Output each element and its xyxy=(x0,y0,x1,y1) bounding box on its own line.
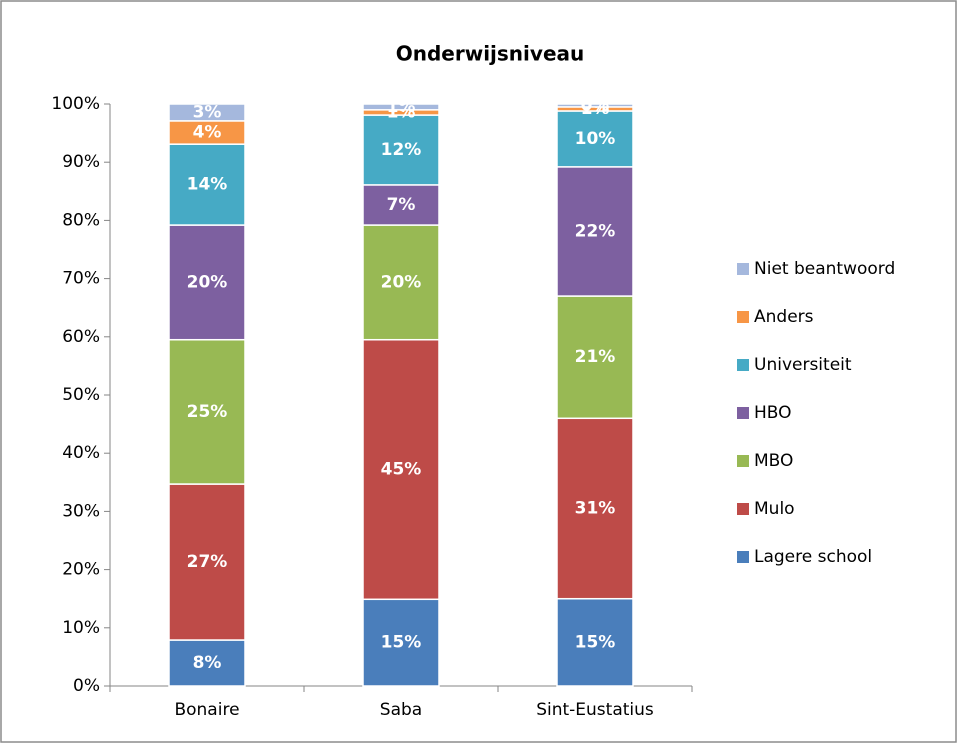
data-label: 12% xyxy=(381,140,422,160)
bar-segment xyxy=(556,110,634,168)
y-tick-label: 10% xyxy=(62,618,100,638)
data-label: 27% xyxy=(187,552,228,572)
data-label: 0% xyxy=(581,95,610,115)
data-label: 20% xyxy=(381,272,422,292)
chart-title: Onderwijsniveau xyxy=(396,42,585,66)
y-tick-label: 0% xyxy=(73,676,100,696)
y-tick-label: 20% xyxy=(62,560,100,580)
data-label: 15% xyxy=(575,632,616,652)
bar-segment xyxy=(362,103,440,111)
legend-swatch xyxy=(737,263,749,275)
legend-label: Universiteit xyxy=(754,355,852,375)
y-tick-label: 70% xyxy=(62,269,100,289)
bar-segment xyxy=(556,103,634,108)
legend-swatch xyxy=(737,503,749,515)
data-label: 31% xyxy=(575,498,616,518)
y-tick-label: 60% xyxy=(62,327,100,347)
x-tick-label: Bonaire xyxy=(174,700,239,720)
data-label: 8% xyxy=(193,653,222,673)
legend-label: Lagere school xyxy=(754,547,872,567)
legend-swatch xyxy=(737,455,749,467)
bar-segment xyxy=(168,103,246,122)
legend-label: HBO xyxy=(754,403,792,423)
legend-swatch xyxy=(737,407,749,419)
y-tick-label: 90% xyxy=(62,152,100,172)
legend-label: MBO xyxy=(754,451,793,471)
y-tick-label: 30% xyxy=(62,501,100,521)
data-label: 22% xyxy=(575,221,616,241)
bar-segment xyxy=(556,166,634,297)
bar-segment xyxy=(362,338,440,601)
bar-segment xyxy=(362,224,440,341)
bar-segment xyxy=(168,143,246,226)
x-tick-label: Saba xyxy=(380,700,422,720)
legend-label: Anders xyxy=(754,307,814,327)
data-label: 20% xyxy=(187,272,228,292)
x-tick-label: Sint-Eustatius xyxy=(536,700,654,720)
y-tick-label: 80% xyxy=(62,210,100,230)
y-tick-label: 50% xyxy=(62,385,100,405)
legend-label: Niet beantwoord xyxy=(754,259,895,279)
bar-segment xyxy=(168,338,246,485)
data-label: 45% xyxy=(381,459,422,479)
y-tick-label: 40% xyxy=(62,443,100,463)
legend-swatch xyxy=(737,359,749,371)
data-label: 3% xyxy=(193,102,222,122)
data-label: 14% xyxy=(187,175,228,195)
bar-segment xyxy=(556,597,634,687)
data-label: 10% xyxy=(575,129,616,149)
legend-swatch xyxy=(737,551,749,563)
data-label: 25% xyxy=(187,402,228,422)
data-label: 21% xyxy=(575,347,616,367)
bar-segment xyxy=(362,598,440,687)
bar-segment xyxy=(556,295,634,420)
data-label: 4% xyxy=(193,123,222,143)
legend-label: Mulo xyxy=(754,499,795,519)
legend-swatch xyxy=(737,311,749,323)
y-tick-label: 100% xyxy=(51,94,100,114)
data-label: 1% xyxy=(387,97,416,117)
data-label: 15% xyxy=(381,633,422,653)
bar-segment xyxy=(362,184,440,226)
bar-segment xyxy=(168,639,246,687)
data-label: 7% xyxy=(387,195,416,215)
bar-segment xyxy=(168,224,246,341)
bar-segment xyxy=(556,417,634,600)
bar-segment xyxy=(168,483,246,641)
